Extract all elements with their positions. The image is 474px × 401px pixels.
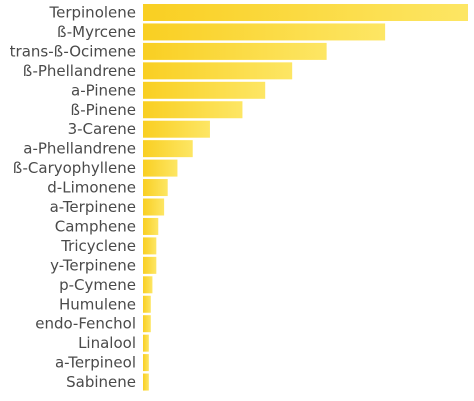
bar [143, 237, 157, 255]
bar [143, 120, 210, 138]
category-label: Tricyclene [60, 237, 136, 255]
bar [143, 315, 151, 333]
bar [143, 256, 157, 274]
category-label: ß-Myrcene [57, 23, 136, 41]
category-label: a-Terpineol [55, 354, 136, 372]
category-label: 3-Carene [68, 120, 136, 138]
category-label: d-Limonene [47, 179, 136, 197]
category-label: ß-Caryophyllene [13, 159, 136, 177]
bar [143, 334, 149, 352]
bar [143, 42, 327, 60]
category-label: a-Phellandrene [23, 140, 136, 158]
bar [143, 295, 151, 313]
bar [143, 217, 159, 235]
category-label: ß-Phellandrene [23, 62, 136, 80]
bar [143, 276, 153, 294]
bars [143, 4, 468, 391]
bar [143, 81, 266, 99]
category-label: ß-Pinene [71, 101, 137, 119]
bar [143, 198, 165, 216]
bar [143, 101, 243, 119]
bar [143, 140, 193, 158]
bar [143, 62, 293, 80]
category-label: trans-ß-Ocimene [10, 42, 136, 60]
category-label: a-Pinene [71, 81, 136, 99]
category-label: Humulene [59, 295, 136, 313]
category-label: y-Terpinene [50, 256, 136, 274]
category-label: Camphene [55, 217, 136, 235]
category-label: p-Cymene [59, 276, 136, 294]
bar [143, 373, 149, 391]
bar [143, 354, 149, 372]
bar [143, 179, 168, 197]
category-label: Linalool [78, 334, 136, 352]
category-label: a-Terpinene [50, 198, 136, 216]
bar [143, 23, 386, 41]
category-label: Terpinolene [48, 4, 136, 22]
category-label: endo-Fenchol [35, 315, 136, 333]
bar [143, 159, 178, 177]
bar [143, 4, 468, 21]
category-label: Sabinene [66, 373, 136, 391]
